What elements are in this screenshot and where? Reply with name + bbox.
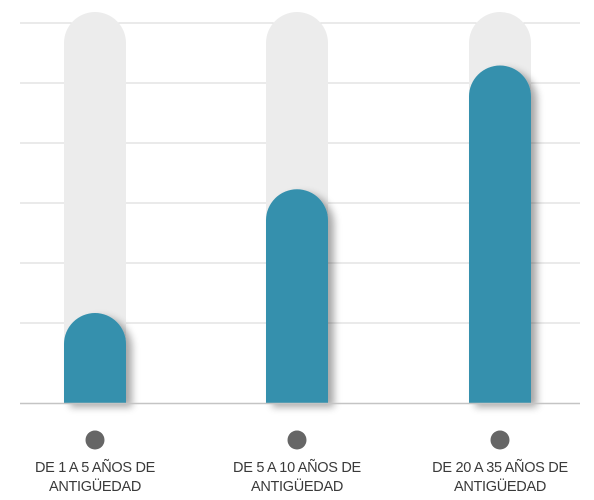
category-label-2-line-1: DE 5 A 10 AÑOS DE xyxy=(233,460,361,476)
bars xyxy=(64,65,531,403)
category-label-3: DE 20 A 35 AÑOS DE ANTIGÜEDAD xyxy=(405,459,594,497)
bar-3 xyxy=(469,65,531,403)
bar-2 xyxy=(266,189,328,403)
bar-track-1 xyxy=(64,12,126,403)
category-marker-3 xyxy=(490,430,510,450)
category-label-1-line-1: DE 1 A 5 AÑOS DE xyxy=(34,460,156,476)
category-markers xyxy=(85,430,510,450)
category-label-2-line-2: ANTIGÜEDAD xyxy=(250,479,344,495)
category-label-1-line-2: ANTIGÜEDAD xyxy=(48,479,142,495)
bar-1 xyxy=(64,313,126,403)
category-label-3-line-2: ANTIGÜEDAD xyxy=(453,479,547,495)
category-label-1: DE 1 A 5 AÑOS DE ANTIGÜEDAD xyxy=(0,459,190,497)
category-marker-1 xyxy=(85,430,105,450)
category-marker-2 xyxy=(287,430,307,450)
category-label-2: DE 5 A 10 AÑOS DE ANTIGÜEDAD xyxy=(202,459,392,497)
category-label-3-line-1: DE 20 A 35 AÑOS DE xyxy=(432,460,568,476)
